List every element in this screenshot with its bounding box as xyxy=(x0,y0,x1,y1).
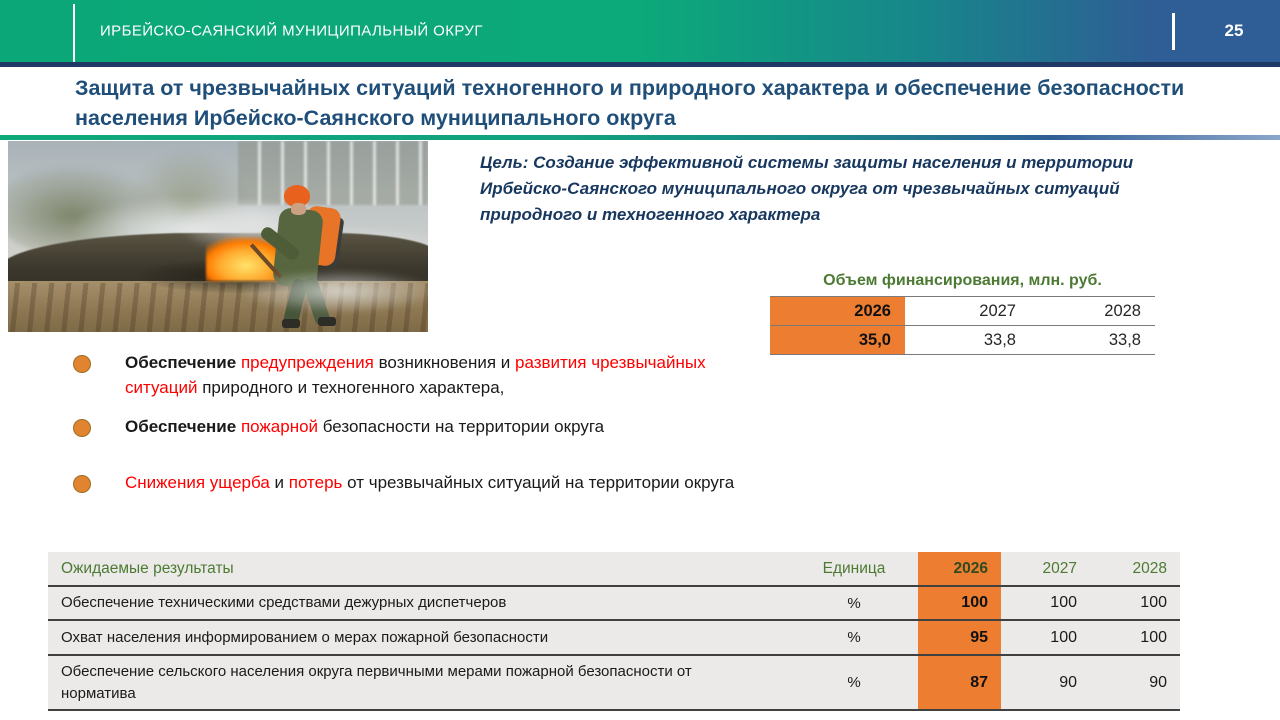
results-header-2028: 2028 xyxy=(1090,552,1180,587)
objective-text: Обеспечение пожарной безопасности на тер… xyxy=(125,417,604,436)
page-number-divider-line xyxy=(1172,13,1175,50)
financing-table: 2026 2027 2028 35,0 33,8 33,8 xyxy=(770,296,1155,355)
objective-item: Обеспечение предупреждения возникновения… xyxy=(73,350,773,400)
result-name: Обеспечение техническими средствами дежу… xyxy=(48,586,790,621)
result-2026: 95 xyxy=(918,620,1001,656)
financing-year-2027: 2027 xyxy=(905,296,1030,326)
result-2026: 87 xyxy=(918,655,1001,711)
objective-segment: предупреждения xyxy=(240,353,379,372)
result-2028: 90 xyxy=(1090,655,1180,711)
results-table: Ожидаемые результаты Единица 2026 2027 2… xyxy=(48,552,1180,711)
bullet-dot-icon xyxy=(73,419,91,437)
financing-year-2026: 2026 xyxy=(770,296,905,326)
table-row: Охват населения информированием о мерах … xyxy=(48,620,1180,656)
firefighter-face xyxy=(291,203,306,215)
bullet-dot-icon xyxy=(73,355,91,373)
slide-title: Защита от чрезвычайных ситуаций техноген… xyxy=(75,76,1185,130)
objective-segment: возникновения и xyxy=(378,353,515,372)
objective-segment: Обеспечение xyxy=(125,417,241,436)
result-2027: 100 xyxy=(1001,620,1090,656)
objective-segment: Обеспечение xyxy=(125,353,241,372)
table-row: Обеспечение техническими средствами дежу… xyxy=(48,586,1180,621)
header-divider-line xyxy=(73,4,75,62)
table-row: Обеспечение сельского населения округа п… xyxy=(48,655,1180,711)
financing-year-2028: 2028 xyxy=(1030,296,1155,326)
result-2026: 100 xyxy=(918,586,1001,621)
financing-values-row: 35,0 33,8 33,8 xyxy=(770,325,1155,355)
goal-text: Цель: Создание эффективной системы защит… xyxy=(480,153,1134,224)
photo-smoke xyxy=(238,269,428,314)
result-unit: % xyxy=(790,620,918,656)
firefighter-helmet xyxy=(284,185,310,207)
results-header-name: Ожидаемые результаты xyxy=(48,552,790,587)
title-rule xyxy=(0,135,1280,140)
objective-segment: и xyxy=(269,473,289,492)
objective-text: Обеспечение предупреждения возникновения… xyxy=(125,353,706,397)
objective-text: Снижения ущерба и потерь от чрезвычайных… xyxy=(125,473,734,492)
municipality-title: ИРБЕЙСКО-САЯНСКИЙ МУНИЦИПАЛЬНЫЙ ОКРУГ xyxy=(100,22,483,40)
results-header-2026: 2026 xyxy=(918,552,1001,587)
objective-segment: природного и техногенного характера, xyxy=(202,378,505,397)
objective-segment: потерь xyxy=(288,473,343,492)
results-header-2027: 2027 xyxy=(1001,552,1090,587)
result-2028: 100 xyxy=(1090,586,1180,621)
objective-item: Снижения ущерба и потерь от чрезвычайных… xyxy=(73,470,773,495)
photo-birch-trees xyxy=(238,141,428,205)
objective-segment: безопасности на территории округа xyxy=(322,417,605,436)
financing-value-2028: 33,8 xyxy=(1030,325,1155,355)
objective-segment: от чрезвычайных ситуаций на территории о… xyxy=(342,473,735,492)
result-name: Охват населения информированием о мерах … xyxy=(48,620,790,656)
result-2027: 90 xyxy=(1001,655,1090,711)
financing-value-2026: 35,0 xyxy=(770,325,905,355)
firefighter-boot xyxy=(318,317,336,326)
result-2027: 100 xyxy=(1001,586,1090,621)
objective-segment: пожарной xyxy=(240,417,323,436)
financing-caption: Объем финансирования, млн. руб. xyxy=(823,272,1102,289)
page-number: 25 xyxy=(1224,21,1244,40)
bullet-dot-icon xyxy=(73,475,91,493)
result-unit: % xyxy=(790,586,918,621)
results-header-unit: Единица xyxy=(790,552,918,587)
objective-segment: Снижения ущерба xyxy=(125,473,270,492)
objective-segment: развития чрезвычайных ситуаций xyxy=(125,353,706,397)
result-name: Обеспечение сельского населения округа п… xyxy=(48,655,790,711)
result-2028: 100 xyxy=(1090,620,1180,656)
objective-item: Обеспечение пожарной безопасности на тер… xyxy=(73,414,773,439)
results-header-row: Ожидаемые результаты Единица 2026 2027 2… xyxy=(48,552,1180,587)
financing-years-row: 2026 2027 2028 xyxy=(770,296,1155,326)
financing-value-2027: 33,8 xyxy=(905,325,1030,355)
firefighter-boot xyxy=(282,319,300,328)
wildfire-photo xyxy=(8,141,428,332)
result-unit: % xyxy=(790,655,918,711)
header-bar: ИРБЕЙСКО-САЯНСКИЙ МУНИЦИПАЛЬНЫЙ ОКРУГ 25 xyxy=(0,0,1280,67)
